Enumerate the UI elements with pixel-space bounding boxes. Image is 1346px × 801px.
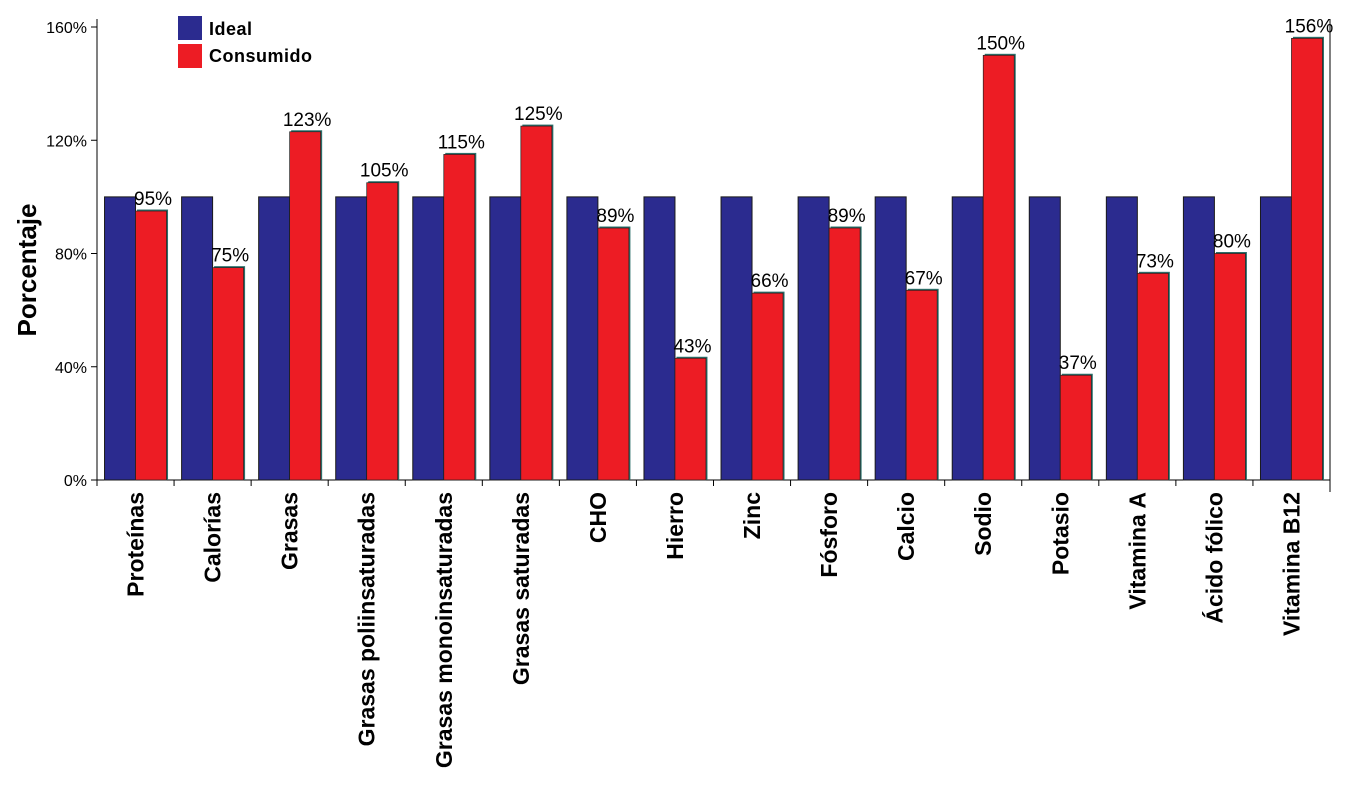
x-tick-label: Grasas [277,492,303,570]
x-tick-label: Hierro [662,492,688,560]
x-tick-label: Vitamina A [1124,492,1150,610]
bar-consumido [1059,374,1092,481]
bar-consumido [828,227,861,481]
x-tick-label: Zinc [739,492,765,539]
data-label: 89% [828,206,866,227]
x-tick-label: Grasas saturadas [508,492,534,685]
bar-ideal [335,196,368,481]
bars: 95% 75% 123% 105% 115% 125% 89% 43% 66% 89% 67% 150… [104,16,1334,481]
x-tick-label: Potasio [1047,492,1073,575]
bar-ideal [489,196,522,481]
legend-label-ideal: Ideal [209,19,253,39]
bar-consumido [366,182,399,481]
x-tick-label: Grasas poliinsaturadas [354,492,380,746]
legend-label-consumido: Consumido [209,46,313,66]
bar-ideal [1028,196,1061,481]
bar-consumido [674,357,707,481]
x-tick-label: Sodio [970,492,996,556]
bar-ideal [1182,196,1215,481]
legend-swatch-consumido [178,44,202,68]
bar-ideal [104,196,137,481]
data-label: 123% [283,110,332,131]
x-tick-label: CHO [585,492,611,543]
bar-ideal [720,196,753,481]
bar-consumido [1214,253,1246,481]
x-tick-label: Calorías [200,492,226,583]
x-tick-label: Ácido fólico [1200,492,1227,624]
data-label: 37% [1059,353,1097,374]
bar-ideal [797,196,830,481]
bar-ideal [566,196,599,481]
bar-ideal [1105,196,1138,481]
y-axis: 0% 40% 80% 120% 160% [46,19,1331,492]
bar-consumido [520,125,553,481]
y-tick-label: 40% [55,360,87,377]
data-label: 75% [211,246,249,267]
bar-ideal [412,196,445,481]
y-tick-label: 0% [64,473,87,490]
bar-ideal [258,196,291,481]
bar-ideal [1259,196,1292,481]
data-label: 156% [1285,16,1334,37]
bar-ideal [874,196,907,481]
data-label: 67% [905,268,943,289]
bar-consumido [135,210,167,481]
bar-consumido [1136,272,1169,481]
legend-swatch-ideal [178,16,202,40]
x-tick-label: Grasas monoinsaturadas [431,492,457,768]
bar-consumido [905,289,938,481]
bar-consumido [982,54,1015,481]
bar-ideal [643,196,676,481]
data-label: 80% [1213,232,1251,253]
bar-consumido [751,292,784,481]
bar-consumido [212,267,244,481]
data-label: 89% [596,206,634,227]
data-label: 115% [438,132,485,153]
bar-consumido [597,227,630,481]
data-label: 105% [360,161,409,182]
x-tick-label: Proteínas [123,492,149,597]
bar-consumido [443,154,476,481]
x-tick-label: Fósforo [816,492,842,578]
y-tick-label: 160% [46,20,87,37]
data-label: 125% [514,104,563,125]
bar-ideal [181,196,214,481]
bar-consumido [1291,37,1323,481]
data-label: 43% [673,336,711,357]
data-label: 150% [976,33,1025,54]
bar-consumido [289,131,322,481]
bar-ideal [951,196,984,481]
y-tick-label: 80% [55,247,87,264]
data-label: 95% [134,189,172,210]
y-axis-title: Porcentaje [12,204,42,337]
data-label: 73% [1136,251,1174,272]
x-tick-label: Calcio [893,492,919,561]
legend: Ideal Consumido [178,16,313,68]
y-tick-label: 120% [46,133,87,150]
x-axis-labels: Proteínas Calorías Grasas Grasas poliinsatu… [123,492,1305,768]
x-tick-label: Vitamina B12 [1278,492,1304,636]
data-label: 66% [751,271,789,292]
